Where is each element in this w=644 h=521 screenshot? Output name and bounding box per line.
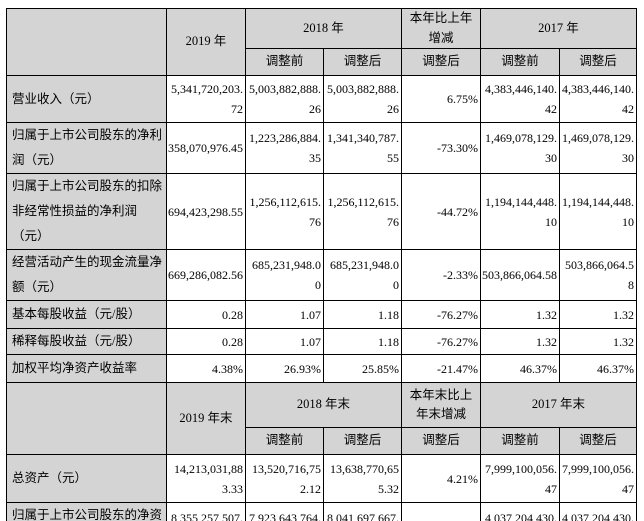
value-2018-after: 13,638,770,655.32	[323, 454, 402, 503]
value-2017-before: 46.37%	[480, 354, 560, 383]
subheader-2018-after: 调整后	[323, 48, 402, 76]
value-2017-before: 1,469,078,129.30	[480, 122, 560, 174]
table-row-net-assets: 归属于上市公司股东的净资产（元） 8,355,257,507.62 7,923,…	[6, 502, 637, 521]
header-subrow-annual: 调整前 调整后 调整后 调整前 调整后	[7, 48, 637, 76]
value-2017-after: 503,866,064.58	[559, 249, 637, 301]
value-change: 3.90%	[401, 502, 481, 521]
table-row-net-profit-deducted: 归属于上市公司股东的扣除非经常性损益的净利润（元） 694,423,298.55…	[6, 173, 637, 250]
metric-label: 归属于上市公司股东的扣除非经常性损益的净利润（元）	[6, 173, 167, 250]
value-2018-after: 1,256,112,615.76	[323, 173, 402, 250]
col-header-yearend-change: 本年末比上年末增减	[401, 382, 481, 428]
col-header-2019-end: 2019 年末	[166, 382, 246, 455]
value-2018-after: 25.85%	[323, 354, 402, 383]
value-2017-after: 1.32	[559, 328, 637, 355]
value-2017-before: 4,037,204,430.12	[480, 502, 560, 521]
table-row-diluted-eps: 稀释每股收益（元/股） 0.28 1.07 1.18 -76.27% 1.32 …	[6, 328, 637, 355]
value-2017-before: 4,383,446,140.42	[480, 75, 560, 123]
metric-label: 稀释每股收益（元/股）	[6, 328, 167, 355]
value-2018-after: 1.18	[323, 300, 402, 329]
value-change: -73.30%	[401, 122, 481, 174]
header-subrow-yearend: 调整前 调整后 调整后 调整前 调整后	[7, 427, 637, 455]
financial-summary-table: 2019 年 2018 年 本年比上年增减 2017 年 调整前 调整后 调整后…	[6, 8, 637, 521]
table-row-basic-eps: 基本每股收益（元/股） 0.28 1.07 1.18 -76.27% 1.32 …	[6, 300, 637, 329]
subheader-2018-before: 调整前	[245, 48, 324, 76]
value-2017-after: 1,194,144,448.10	[559, 173, 637, 250]
value-2017-after: 4,383,446,140.42	[559, 75, 637, 123]
subheader-2017-before: 调整前	[480, 427, 560, 455]
header-row-annual: 2019 年 2018 年 本年比上年增减 2017 年	[6, 8, 637, 76]
subheader-2017-before: 调整前	[480, 48, 560, 76]
value-2017-before: 1,194,144,448.10	[480, 173, 560, 250]
value-2019: 694,423,298.55	[166, 173, 246, 250]
value-change: 4.21%	[401, 454, 481, 503]
value-2019: 669,286,082.56	[166, 249, 246, 301]
metric-label: 加权平均净资产收益率	[6, 354, 167, 383]
value-change: -76.27%	[401, 300, 481, 329]
value-2019: 358,070,976.45	[166, 122, 246, 174]
value-2019: 0.28	[166, 328, 246, 355]
value-change: -2.33%	[401, 249, 481, 301]
subheader-2017-after: 调整后	[559, 48, 637, 76]
value-2017-before: 1.32	[480, 328, 560, 355]
subheader-2018-before: 调整前	[245, 427, 324, 455]
value-2018-before: 7,923,643,764.61	[245, 502, 324, 521]
value-2017-before: 7,999,100,056.47	[480, 454, 560, 503]
metric-label: 总资产（元）	[6, 454, 167, 503]
col-header-2018: 2018 年	[245, 8, 402, 49]
value-2017-before: 1.32	[480, 300, 560, 329]
table-row-revenue: 营业收入（元） 5,341,720,203.72 5,003,882,888.2…	[6, 75, 637, 123]
value-2018-after: 685,231,948.00	[323, 249, 402, 301]
value-2018-after: 1,341,340,787.55	[323, 122, 402, 174]
corner-cell	[6, 382, 167, 455]
subheader-2018-after: 调整后	[323, 427, 402, 455]
value-change: -44.72%	[401, 173, 481, 250]
value-2019: 5,341,720,203.72	[166, 75, 246, 123]
value-2018-before: 1,223,286,884.35	[245, 122, 324, 174]
col-header-2017: 2017 年	[480, 8, 637, 49]
value-2017-after: 46.37%	[559, 354, 637, 383]
value-2018-before: 13,520,716,752.12	[245, 454, 324, 503]
value-2018-before: 26.93%	[245, 354, 324, 383]
col-header-change: 本年比上年增减	[401, 8, 481, 49]
header-row-yearend: 2019 年末 2018 年末 本年末比上年末增减 2017 年末	[6, 382, 637, 455]
metric-label: 归属于上市公司股东的净资产（元）	[6, 502, 167, 521]
value-change: -76.27%	[401, 328, 481, 355]
value-2017-after: 7,999,100,056.47	[559, 454, 637, 503]
col-header-2019: 2019 年	[166, 8, 246, 76]
value-2019: 14,213,031,883.33	[166, 454, 246, 503]
value-2018-after: 8,041,697,667.81	[323, 502, 402, 521]
metric-label: 经营活动产生的现金流量净额（元）	[6, 249, 167, 301]
value-2017-after: 4,037,204,430.12	[559, 502, 637, 521]
value-2019: 8,355,257,507.62	[166, 502, 246, 521]
subheader-change-after: 调整后	[401, 48, 481, 76]
corner-cell	[6, 8, 167, 76]
value-2018-before: 685,231,948.00	[245, 249, 324, 301]
metric-label: 营业收入（元）	[6, 75, 167, 123]
table-row-net-profit: 归属于上市公司股东的净利润（元） 358,070,976.45 1,223,28…	[6, 122, 637, 174]
metric-label: 基本每股收益（元/股）	[6, 300, 167, 329]
metric-label: 归属于上市公司股东的净利润（元）	[6, 122, 167, 174]
table-row-total-assets: 总资产（元） 14,213,031,883.33 13,520,716,752.…	[6, 454, 637, 503]
value-2018-before: 1,256,112,615.76	[245, 173, 324, 250]
value-2019: 0.28	[166, 300, 246, 329]
col-header-2017-end: 2017 年末	[480, 382, 637, 428]
subheader-2017-after: 调整后	[559, 427, 637, 455]
value-2018-before: 1.07	[245, 300, 324, 329]
value-2017-after: 1,469,078,129.30	[559, 122, 637, 174]
value-change: -21.47%	[401, 354, 481, 383]
value-2018-before: 5,003,882,888.26	[245, 75, 324, 123]
value-change: 6.75%	[401, 75, 481, 123]
value-2017-before: 503,866,064.58	[480, 249, 560, 301]
value-2019: 4.38%	[166, 354, 246, 383]
col-header-2018-end: 2018 年末	[245, 382, 402, 428]
value-2018-before: 1.07	[245, 328, 324, 355]
value-2018-after: 1.18	[323, 328, 402, 355]
table-row-roe: 加权平均净资产收益率 4.38% 26.93% 25.85% -21.47% 4…	[6, 354, 637, 383]
subheader-change-after: 调整后	[401, 427, 481, 455]
table-row-cash-flow: 经营活动产生的现金流量净额（元） 669,286,082.56 685,231,…	[6, 249, 637, 301]
value-2018-after: 5,003,882,888.26	[323, 75, 402, 123]
value-2017-after: 1.32	[559, 300, 637, 329]
